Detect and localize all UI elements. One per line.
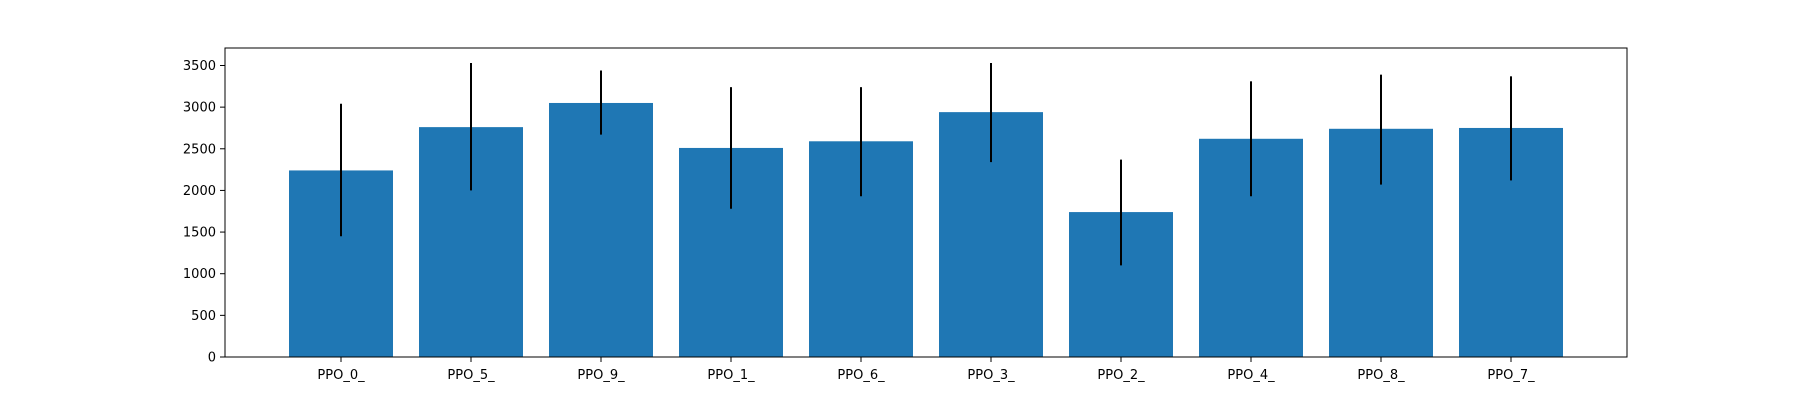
- y-tick-label: 2500: [183, 142, 216, 157]
- x-tick-label: PPO_0_: [317, 368, 365, 383]
- y-tick-label: 1500: [183, 226, 216, 241]
- y-tick-label: 2000: [183, 184, 216, 199]
- x-tick-label: PPO_8_: [1357, 368, 1405, 383]
- y-tick-label: 500: [191, 309, 216, 324]
- x-tick-label: PPO_1_: [707, 368, 755, 383]
- x-tick-label: PPO_7_: [1487, 368, 1535, 383]
- bar-ppo-9: [549, 102, 653, 357]
- y-tick-label: 3500: [183, 59, 216, 74]
- x-tick-label: PPO_2_: [1097, 368, 1145, 383]
- y-tick-label: 0: [208, 351, 216, 366]
- y-tick-label: 3000: [183, 101, 216, 116]
- x-tick-label: PPO_6_: [837, 368, 885, 383]
- x-tick-label: PPO_5_: [447, 368, 495, 383]
- x-tick-label: PPO_4_: [1227, 368, 1275, 383]
- plot-frame: [224, 47, 1628, 358]
- y-tick-label: 1000: [183, 267, 216, 282]
- x-tick-label: PPO_3_: [967, 368, 1015, 383]
- x-tick-label: PPO_9_: [577, 368, 625, 383]
